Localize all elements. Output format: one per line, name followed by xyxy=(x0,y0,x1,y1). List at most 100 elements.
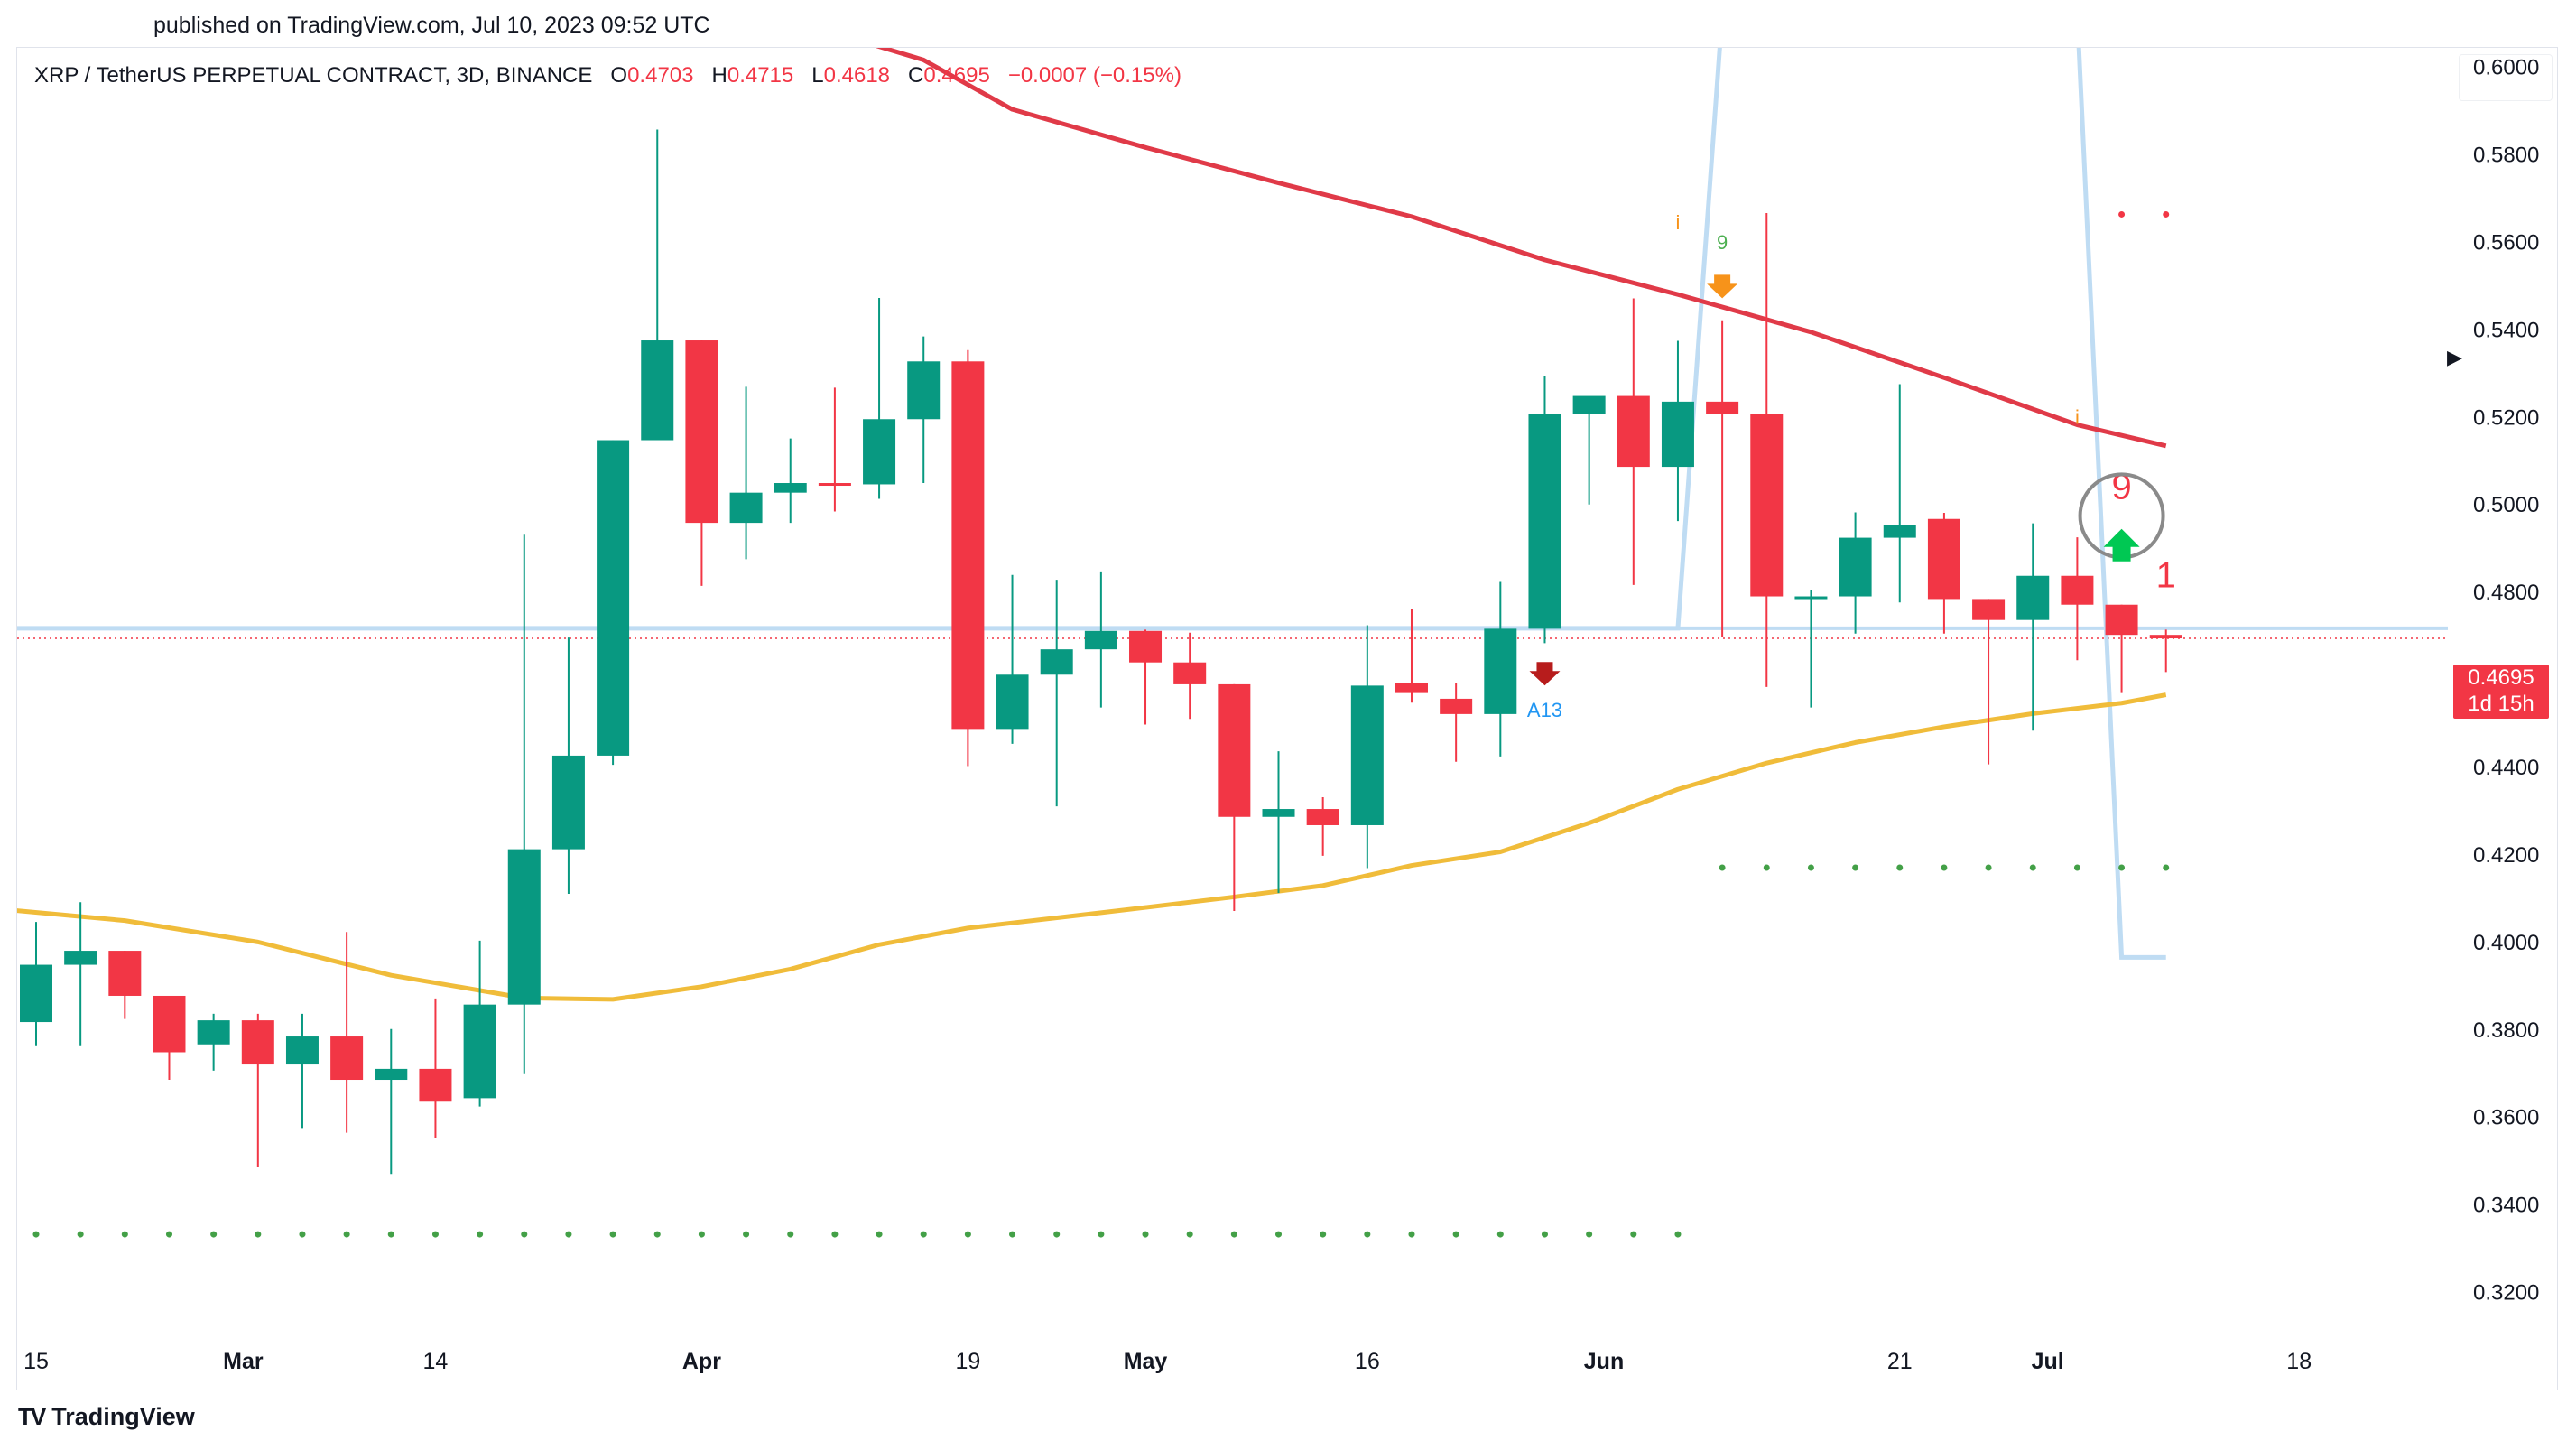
signal-label: 9 xyxy=(2111,467,2131,507)
candle-body xyxy=(2105,604,2138,636)
candle-body xyxy=(1262,809,1295,817)
candle-body xyxy=(551,755,585,850)
candle-body xyxy=(1750,414,1784,597)
chart-frame xyxy=(16,47,2558,1390)
support-dot xyxy=(920,1231,927,1238)
candle-body xyxy=(375,1068,408,1081)
x-tick-label: 21 xyxy=(1887,1349,1913,1374)
support-dot xyxy=(964,1231,971,1238)
legend-open-value: 0.4703 xyxy=(627,63,694,88)
scroll-right-icon[interactable]: ▶ xyxy=(2447,346,2462,368)
y-tick-label: 0.3600 xyxy=(2473,1106,2539,1130)
candle-body xyxy=(197,1020,230,1045)
y-tick-label: 0.5800 xyxy=(2473,144,2539,168)
support-dot xyxy=(477,1231,484,1238)
support-dot xyxy=(299,1231,306,1238)
support-dot xyxy=(1408,1231,1415,1238)
y-tick-label: 0.5600 xyxy=(2473,230,2539,255)
support-dot xyxy=(1320,1231,1327,1238)
candle-body xyxy=(1617,395,1650,468)
x-tick-label: 14 xyxy=(423,1349,449,1374)
candle-body xyxy=(2016,575,2050,620)
candle-body xyxy=(2061,575,2094,605)
published-caption: published on TradingView.com, Jul 10, 20… xyxy=(153,13,710,38)
candle-body xyxy=(1218,683,1251,817)
y-tick-label: 0.5400 xyxy=(2473,318,2539,342)
chart-settings-box[interactable] xyxy=(2459,54,2553,101)
candle-body xyxy=(1528,414,1561,629)
candle-body xyxy=(1972,599,2006,620)
candle-body xyxy=(1927,518,1960,600)
candle-body xyxy=(1883,525,1916,538)
support-dot xyxy=(2163,864,2170,871)
support-dot xyxy=(787,1231,794,1238)
support-dot xyxy=(743,1231,750,1238)
candle-body xyxy=(1794,596,1828,600)
last-price-tag: 0.4695 1d 15h xyxy=(2453,665,2549,719)
y-tick-label: 0.3800 xyxy=(2473,1018,2539,1043)
bar-countdown: 1d 15h xyxy=(2468,692,2534,716)
support-dot xyxy=(698,1231,705,1238)
support-dot xyxy=(831,1231,839,1238)
legend-close-value: 0.4695 xyxy=(923,63,990,88)
support-dot xyxy=(1098,1231,1105,1238)
support-dot xyxy=(1896,864,1904,871)
candle-body xyxy=(2149,635,2182,639)
signal-arrow-up-icon xyxy=(2103,528,2140,562)
y-tick-label: 0.5200 xyxy=(2473,405,2539,430)
candle-body xyxy=(597,440,630,756)
candle-body xyxy=(641,340,674,441)
support-dot xyxy=(653,1231,661,1238)
candle-body xyxy=(241,1020,274,1065)
candle-body xyxy=(951,361,985,730)
candle-body xyxy=(1572,395,1606,414)
candle-body xyxy=(1173,662,1207,684)
candle-body xyxy=(907,361,941,420)
support-dot xyxy=(1674,1231,1682,1238)
support-dot xyxy=(1275,1231,1283,1238)
candle-body xyxy=(863,419,896,485)
y-tick-label: 0.5000 xyxy=(2473,493,2539,517)
signal-arrow-down-icon xyxy=(1529,662,1561,686)
x-tick-label: 18 xyxy=(2286,1349,2312,1374)
candle-body xyxy=(1440,698,1473,714)
candle-body xyxy=(1040,649,1073,675)
signal-label: i xyxy=(2075,406,2080,429)
plot-area: 9 i i A13 9 1 xyxy=(17,48,2448,1238)
candle-body xyxy=(1706,401,1739,414)
signal-label: i xyxy=(1676,211,1681,234)
y-tick-label: 0.4200 xyxy=(2473,843,2539,868)
support-dot xyxy=(1807,864,1814,871)
tradingview-brand[interactable]: TV TradingView xyxy=(18,1403,195,1431)
y-tick-label: 0.4800 xyxy=(2473,581,2539,605)
candle-body xyxy=(330,1036,364,1081)
x-tick-label: 16 xyxy=(1355,1349,1380,1374)
x-tick-label: Jul xyxy=(2032,1349,2064,1374)
legend-high-value: 0.4715 xyxy=(727,63,794,88)
candle-body xyxy=(1661,401,1694,468)
candle-body xyxy=(1839,537,1872,597)
candle-body xyxy=(1306,809,1339,825)
signal-label: 1 xyxy=(2156,555,2176,595)
support-dot xyxy=(165,1231,172,1238)
support-dot xyxy=(1009,1231,1016,1238)
support-dot xyxy=(210,1231,218,1238)
symbol-legend: XRP / TetherUS PERPETUAL CONTRACT, 3D, B… xyxy=(34,63,1181,88)
support-dot xyxy=(1142,1231,1149,1238)
legend-high-label: H xyxy=(711,63,727,88)
candle-body xyxy=(1129,630,1163,663)
legend-low-label: L xyxy=(811,63,824,88)
candle-body xyxy=(729,492,763,524)
y-tick-label: 0.3400 xyxy=(2473,1194,2539,1218)
x-tick-label: Jun xyxy=(1584,1349,1624,1374)
x-tick-label: 19 xyxy=(955,1349,980,1374)
support-dot xyxy=(1496,1231,1504,1238)
support-dot xyxy=(609,1231,616,1238)
y-tick-label: 0.4400 xyxy=(2473,756,2539,780)
candle-body xyxy=(774,483,807,493)
support-dot xyxy=(2073,864,2080,871)
legend-close-label: C xyxy=(908,63,924,88)
support-dot xyxy=(1719,864,1726,871)
candle-body xyxy=(1484,628,1517,714)
